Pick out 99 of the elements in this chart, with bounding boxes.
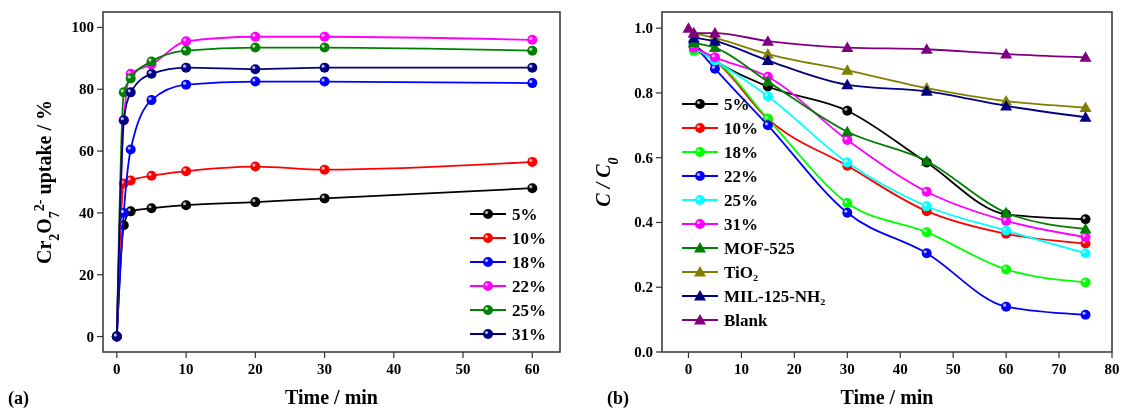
x-tick-label: 10	[178, 361, 194, 377]
point	[841, 41, 854, 53]
x-tick-label: 40	[892, 361, 908, 377]
text: (b)	[607, 388, 629, 409]
point	[920, 43, 933, 54]
x-tick-label: 30	[839, 361, 855, 377]
legend-label: TiO₂	[724, 263, 759, 282]
x-tick-label: 0	[113, 361, 121, 377]
point	[841, 64, 854, 75]
point	[762, 120, 773, 131]
legend-label: 22%	[724, 167, 758, 186]
point	[921, 227, 932, 238]
y-tick-label: 0	[86, 328, 94, 345]
x-tick-label: 60	[998, 361, 1014, 377]
x-tick-label: 70	[1051, 361, 1067, 377]
point	[1000, 48, 1013, 59]
y-tick-label: 0.6	[634, 149, 654, 166]
legend-label: 25%	[724, 191, 758, 210]
y-tick-label: 60	[79, 143, 94, 160]
legend-label: 22%	[512, 277, 546, 296]
x-tick-label: 50	[455, 361, 471, 377]
y-tick-label: 20	[79, 266, 94, 283]
legend-label: MOF-525	[724, 239, 795, 258]
point	[125, 73, 136, 84]
legend-label: Blank	[724, 311, 769, 330]
legend-label: 10%	[512, 229, 546, 248]
point	[527, 78, 538, 89]
point	[762, 91, 773, 102]
point	[250, 197, 261, 208]
point	[761, 75, 774, 87]
x-axis-title: Time / min	[840, 386, 934, 408]
y-tick-label: 80	[79, 81, 94, 98]
y-tick-label: 100	[71, 19, 94, 36]
point	[181, 200, 192, 211]
legend-label: 18%	[724, 143, 758, 162]
point	[181, 166, 192, 177]
x-tick-label: 20	[247, 361, 263, 377]
point	[921, 248, 932, 259]
legend-label: 18%	[512, 253, 546, 272]
point	[181, 79, 192, 90]
legend-label: 25%	[512, 301, 546, 320]
point	[921, 186, 932, 197]
y-tick-label: 0.4	[634, 214, 654, 231]
point	[181, 62, 192, 73]
point	[761, 35, 774, 46]
point	[761, 54, 774, 66]
point	[181, 36, 192, 47]
point	[842, 105, 853, 116]
point	[527, 183, 538, 194]
x-tick-label: 50	[945, 361, 961, 377]
point	[1080, 214, 1091, 225]
legend-label: 5%	[512, 205, 538, 224]
point	[527, 156, 538, 167]
x-tick-label: 20	[786, 361, 802, 377]
point	[181, 45, 192, 56]
y-tick-label: 40	[79, 204, 94, 221]
point	[921, 201, 932, 212]
point	[1000, 99, 1013, 111]
legend-label: 5%	[724, 95, 750, 114]
legend-label: 31%	[512, 325, 546, 344]
point	[146, 170, 157, 181]
point	[1079, 51, 1092, 62]
point	[1079, 111, 1092, 122]
point	[841, 125, 854, 137]
point	[250, 31, 261, 42]
point	[146, 95, 157, 106]
point	[527, 45, 538, 56]
x-tick-label: 80	[1104, 361, 1120, 377]
x-tick-label: 40	[386, 361, 402, 377]
legend-label: 10%	[724, 119, 758, 138]
point	[527, 34, 538, 45]
point	[842, 207, 853, 218]
point	[1080, 277, 1091, 288]
x-tick-label: 10	[733, 361, 749, 377]
point	[146, 68, 157, 79]
point	[708, 27, 721, 38]
point	[1001, 301, 1012, 312]
x-tick-label: 0	[684, 361, 693, 377]
y-tick-label: 0.8	[634, 84, 653, 101]
point	[319, 31, 330, 42]
x-tick-label: 30	[317, 361, 333, 377]
point	[1079, 222, 1092, 234]
text: (a)	[8, 388, 29, 409]
point	[842, 198, 853, 209]
point	[527, 62, 538, 73]
y-tick-label: 1.0	[634, 20, 653, 37]
point	[841, 78, 854, 90]
point	[1080, 309, 1091, 320]
point	[146, 203, 157, 214]
x-axis-title: Time / min	[285, 386, 378, 408]
y-tick-label: 0.0	[634, 344, 653, 360]
x-tick-label: 60	[524, 361, 540, 377]
legend-label: 31%	[724, 215, 758, 234]
point	[1080, 248, 1091, 259]
point	[1001, 264, 1012, 275]
point	[250, 64, 261, 75]
point	[1079, 101, 1092, 113]
y-tick-label: 0.2	[634, 279, 653, 296]
legend-label: MIL-125-NH₂	[724, 287, 826, 306]
